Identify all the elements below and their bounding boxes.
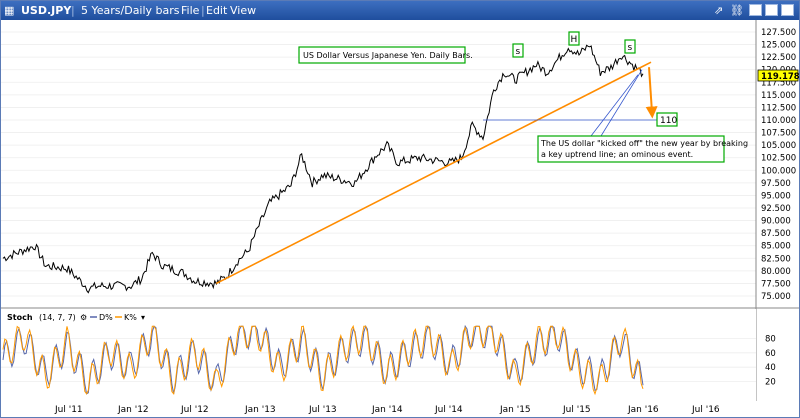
price-tick-label: 100.000 <box>761 166 796 176</box>
price-tick-label: 115.000 <box>761 91 796 101</box>
price-series-line <box>2 44 644 294</box>
price-tick-label: 97.500 <box>761 179 791 189</box>
stoch-k-label: K% <box>124 313 137 322</box>
minimize-button[interactable] <box>749 4 762 16</box>
stoch-tick-label: 20 <box>765 378 776 388</box>
target-box: 110 <box>656 112 678 127</box>
maximize-button[interactable] <box>765 4 778 16</box>
time-axis-label: Jan '14 <box>372 405 403 415</box>
note-pointer-line <box>590 74 639 137</box>
stoch-tick-label: 60 <box>765 349 776 359</box>
pattern-head-box: H <box>568 31 580 46</box>
time-axis-label: Jul '15 <box>563 405 591 415</box>
last-price-value: 119.178 <box>761 72 799 82</box>
stoch-legend[interactable]: Stoch (14, 7, 7) ⚙ D% K% ▾ <box>3 311 151 323</box>
settings-icon[interactable]: ⚙ <box>80 313 87 322</box>
stoch-d-label: D% <box>99 313 113 322</box>
price-tick-label: 87.500 <box>761 229 791 239</box>
stoch-axis: 80 60 40 20 <box>765 334 776 387</box>
price-tick-label: 82.500 <box>761 254 791 264</box>
symbol-label[interactable]: USD.JPY <box>21 4 72 17</box>
price-tick-label: 102.500 <box>761 154 796 164</box>
chart-canvas: 127.500125.000122.500120.000117.500115.0… <box>1 20 799 401</box>
price-tick-label: 77.500 <box>761 279 791 289</box>
close-button[interactable] <box>781 4 794 16</box>
time-axis-label: Jul '12 <box>181 405 209 415</box>
price-tick-label: 75.000 <box>761 292 791 302</box>
price-tick-label: 107.500 <box>761 129 796 139</box>
note-line-1: The US dollar "kicked off" the new year … <box>540 139 748 148</box>
price-tick-label: 122.500 <box>761 53 796 63</box>
time-axis-label: Jul '11 <box>55 405 83 415</box>
pattern-right-shoulder-box: s <box>624 39 636 54</box>
chart-title-box: US Dollar Versus Japanese Yen. Daily Bar… <box>298 46 473 64</box>
menu-edit[interactable]: Edit <box>206 4 228 17</box>
down-arrow <box>645 67 658 119</box>
note-line-2: a key uptrend line; an ominous event. <box>541 150 693 159</box>
price-tick-label: 90.000 <box>761 217 791 227</box>
price-axis: 127.500125.000122.500120.000117.500115.0… <box>761 28 796 302</box>
period-label[interactable]: 5 Years/Daily bars <box>81 4 180 17</box>
pattern-left-shoulder-box: s <box>512 43 524 58</box>
price-tick-label: 105.000 <box>761 141 796 151</box>
stoch-k-line <box>2 324 644 396</box>
time-axis-label: Jan '12 <box>118 405 149 415</box>
menu-view[interactable]: View <box>230 4 257 17</box>
target-label: 110 <box>660 116 677 126</box>
pattern-head-label: H <box>571 35 578 45</box>
price-tick-label: 92.500 <box>761 204 791 214</box>
price-tick-label: 110.000 <box>761 116 796 126</box>
price-tick-label: 127.500 <box>761 28 796 38</box>
time-axis-label: Jan '16 <box>628 405 659 415</box>
chart-app-icon: ▦ <box>4 4 15 17</box>
price-tick-label: 125.000 <box>761 41 796 51</box>
stoch-tick-label: 80 <box>765 334 776 344</box>
title-bar: ▦ USD.JPY | 5 Years/Daily bars | File Ed… <box>1 1 799 20</box>
time-axis-label: Jul '16 <box>692 405 720 415</box>
chevron-down-icon[interactable]: ▾ <box>141 313 145 322</box>
separator-icon: | <box>201 4 205 17</box>
stoch-tick-label: 40 <box>765 363 776 373</box>
note-text: The US dollar "kicked off" the new year … <box>540 139 751 159</box>
time-axis-label: Jul '13 <box>309 405 337 415</box>
separator-icon: | <box>71 4 75 17</box>
uptrend-line <box>215 61 652 285</box>
menu-file[interactable]: File <box>181 4 200 17</box>
last-price-badge: 119.178 <box>757 69 799 82</box>
note-box: The US dollar "kicked off" the new year … <box>537 135 751 163</box>
price-panel <box>1 20 756 308</box>
price-tick-label: 112.500 <box>761 103 796 113</box>
price-tick-label: 95.000 <box>761 191 791 201</box>
link-icon[interactable]: ⛓ <box>730 4 744 17</box>
time-axis: Jul '11 Jan '12 Jul '12 Jan '13 Jul '13 … <box>1 401 761 417</box>
time-axis-label: Jul '14 <box>435 405 463 415</box>
chart-title: US Dollar Versus Japanese Yen. Daily Bar… <box>303 51 473 60</box>
pin-icon[interactable]: ⇗ <box>714 4 724 17</box>
pattern-right-shoulder-label: s <box>628 43 633 53</box>
price-tick-label: 117.500 <box>761 78 796 88</box>
time-axis-label: Jan '15 <box>500 405 531 415</box>
stoch-params: (14, 7, 7) <box>39 313 76 322</box>
price-tick-label: 85.000 <box>761 242 791 252</box>
price-tick-label: 80.000 <box>761 267 791 277</box>
note-pointer-line <box>600 69 643 137</box>
stoch-label: Stoch <box>7 313 33 322</box>
pattern-left-shoulder-label: s <box>516 47 521 57</box>
time-axis-label: Jan '13 <box>245 405 276 415</box>
